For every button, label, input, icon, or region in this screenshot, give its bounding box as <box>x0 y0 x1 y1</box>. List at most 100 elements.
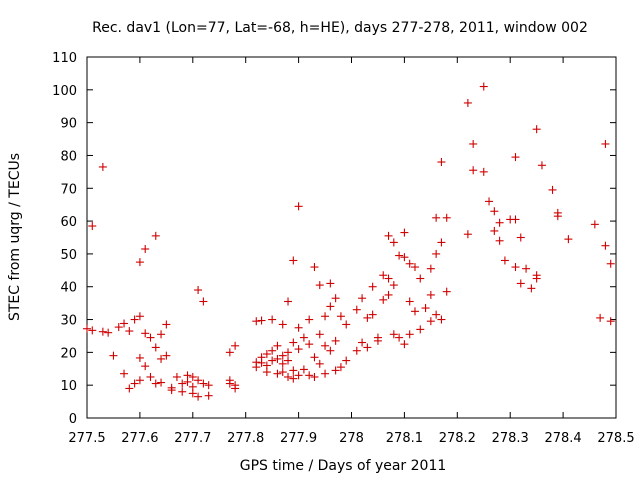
data-point <box>141 362 150 371</box>
y-tick-label: 50 <box>60 248 77 263</box>
data-point <box>88 222 97 231</box>
data-point <box>125 384 134 393</box>
data-point <box>416 274 425 283</box>
data-point <box>135 376 144 385</box>
data-point <box>389 330 398 339</box>
data-point <box>490 226 499 235</box>
y-tick-label: 40 <box>60 281 77 296</box>
y-tick-label: 110 <box>52 51 77 66</box>
data-point <box>273 354 282 363</box>
data-point <box>400 228 409 237</box>
data-point <box>368 310 377 319</box>
x-tick-label: 278.1 <box>386 431 423 446</box>
data-point <box>204 381 213 390</box>
data-point <box>469 166 478 175</box>
data-point <box>225 379 234 388</box>
data-point <box>284 297 293 306</box>
data-point <box>511 153 520 162</box>
data-point <box>231 384 240 393</box>
data-point <box>194 392 203 401</box>
data-point <box>336 363 345 372</box>
data-point <box>463 230 472 239</box>
data-point <box>358 338 367 347</box>
data-point <box>511 215 520 224</box>
data-point <box>268 356 277 365</box>
data-point <box>167 386 176 395</box>
data-point <box>104 328 113 337</box>
data-point <box>284 348 293 357</box>
data-point <box>532 125 541 134</box>
data-point <box>522 264 531 273</box>
data-point <box>437 158 446 167</box>
data-point <box>125 327 134 336</box>
data-point <box>204 391 213 400</box>
data-point <box>590 220 599 229</box>
data-point <box>294 323 303 332</box>
data-point <box>373 336 382 345</box>
data-point <box>310 263 319 272</box>
data-point <box>141 244 150 253</box>
data-point <box>321 341 330 350</box>
x-tick-label: 277.8 <box>227 431 264 446</box>
data-point <box>400 253 409 262</box>
data-point <box>321 312 330 321</box>
data-point <box>421 304 430 313</box>
y-tick-label: 80 <box>60 149 77 164</box>
data-points <box>83 82 615 401</box>
data-point <box>273 341 282 350</box>
data-point <box>437 315 446 324</box>
data-point <box>194 376 203 385</box>
data-point <box>151 379 160 388</box>
y-tick-label: 100 <box>52 84 77 99</box>
data-point <box>321 369 330 378</box>
data-point <box>305 315 314 324</box>
data-point <box>135 353 144 362</box>
data-point <box>88 326 97 335</box>
x-axis-title: GPS time / Days of year 2011 <box>240 458 447 474</box>
data-point <box>601 139 610 148</box>
data-point <box>331 294 340 303</box>
data-point <box>479 82 488 91</box>
y-axis: 0 10 20 30 40 50 60 70 80 90 100 110 <box>52 51 616 427</box>
data-point <box>305 371 314 380</box>
data-point <box>410 307 419 316</box>
chart-title: Rec. dav1 (Lon=77, Lat=-68, h=HE), days … <box>92 20 588 36</box>
data-point <box>157 330 166 339</box>
data-point <box>262 350 271 359</box>
data-point <box>331 366 340 375</box>
data-point <box>146 372 155 381</box>
data-point <box>278 351 287 360</box>
data-point <box>252 363 261 372</box>
y-tick-label: 20 <box>60 346 77 361</box>
x-tick-label: 277.7 <box>174 431 211 446</box>
data-point <box>437 238 446 247</box>
data-point <box>135 312 144 321</box>
data-point <box>157 378 166 387</box>
data-point <box>363 343 372 352</box>
data-point <box>410 263 419 272</box>
data-point <box>532 274 541 283</box>
data-point <box>257 358 266 367</box>
x-tick-label: 277.6 <box>121 431 158 446</box>
data-point <box>299 333 308 342</box>
y-tick-label: 90 <box>60 117 77 132</box>
data-point <box>289 366 298 375</box>
data-point <box>315 330 324 339</box>
data-point <box>278 320 287 329</box>
data-point <box>188 389 197 398</box>
data-point <box>135 258 144 267</box>
data-point <box>289 338 298 347</box>
x-tick-label: 278.5 <box>597 431 634 446</box>
data-point <box>326 302 335 311</box>
data-point <box>268 346 277 355</box>
data-point <box>157 354 166 363</box>
x-tick-label: 277.5 <box>68 431 105 446</box>
data-point <box>606 317 615 326</box>
data-point <box>109 351 118 360</box>
data-point <box>188 372 197 381</box>
data-point <box>469 139 478 148</box>
data-point <box>379 271 388 280</box>
data-point <box>463 98 472 107</box>
x-tick-label: 278.4 <box>544 431 581 446</box>
